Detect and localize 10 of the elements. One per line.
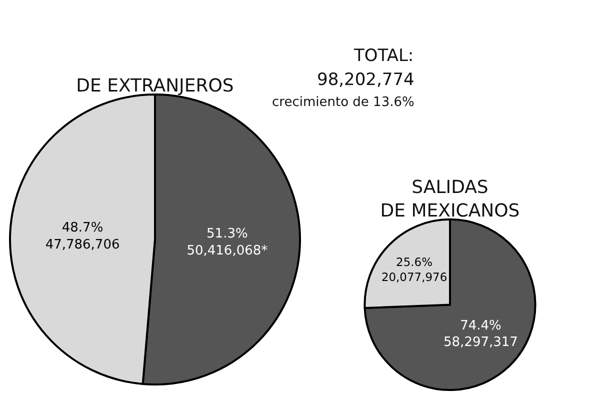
text: TOTAL: — [353, 46, 414, 66]
data-label: 51.3% 50,416,068* — [186, 226, 268, 258]
data-label: 74.4% 58,297,317 — [444, 318, 518, 350]
chart-title: DE EXTRANJEROS — [76, 76, 234, 96]
pie-slice — [364, 218, 536, 391]
data-label: 48.7% 47,786,706 — [45, 220, 120, 252]
text: crecimiento de 13.6% — [272, 95, 414, 110]
text: 98,202,774 — [317, 70, 414, 90]
data-label: 25.6% 20,077,976 — [381, 254, 448, 284]
chart-title: SALIDAS DE MEXICANOS — [380, 177, 520, 222]
